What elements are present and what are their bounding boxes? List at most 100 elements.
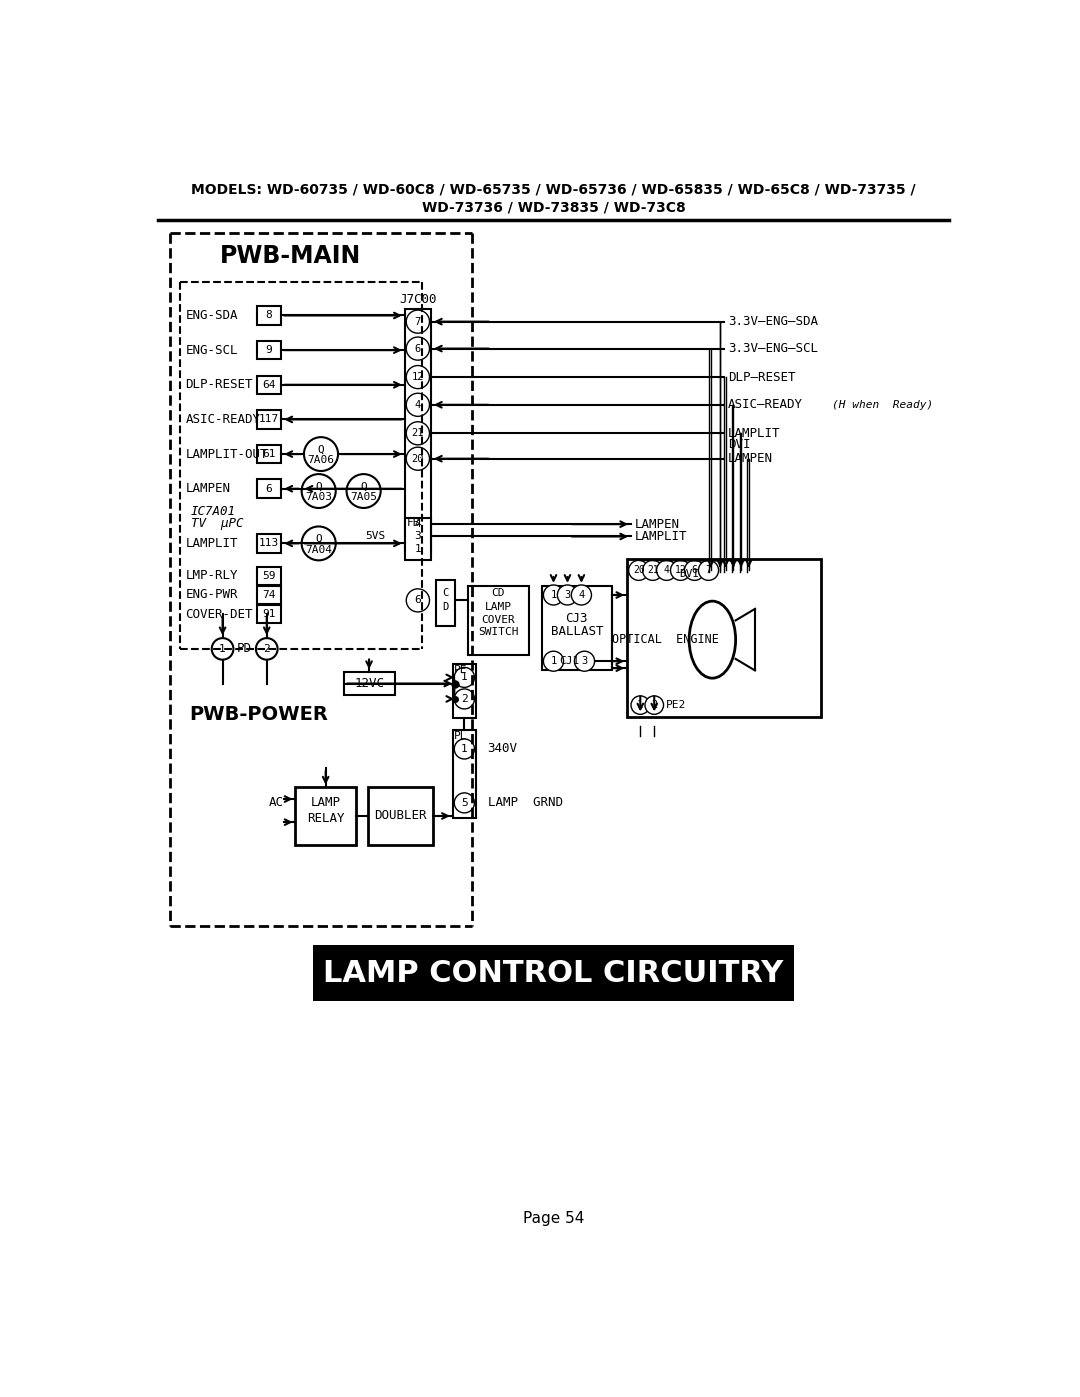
Text: AC: AC xyxy=(268,796,283,809)
Bar xyxy=(257,585,282,605)
Bar xyxy=(257,376,282,394)
Bar xyxy=(257,444,282,464)
Text: 6: 6 xyxy=(691,566,698,576)
Text: DVI: DVI xyxy=(728,439,751,451)
Text: CJ1: CJ1 xyxy=(558,657,579,666)
Text: LAMPLIT: LAMPLIT xyxy=(186,536,238,550)
Text: MODELS: WD-60735 / WD-60C8 / WD-65735 / WD-65736 / WD-65835 / WD-65C8 / WD-73735: MODELS: WD-60735 / WD-60C8 / WD-65735 / … xyxy=(191,182,916,196)
Text: 1: 1 xyxy=(461,745,468,754)
Bar xyxy=(405,309,431,553)
Text: 6: 6 xyxy=(266,483,272,493)
Text: DVI: DVI xyxy=(679,569,699,580)
Text: PD: PD xyxy=(237,643,252,655)
Ellipse shape xyxy=(689,601,735,678)
Bar xyxy=(542,585,611,671)
Circle shape xyxy=(406,337,430,360)
Circle shape xyxy=(455,793,474,813)
Text: 74: 74 xyxy=(262,590,275,599)
Text: PE2: PE2 xyxy=(666,700,686,710)
Bar xyxy=(313,946,794,1000)
Circle shape xyxy=(671,560,691,580)
Text: ENG-SDA: ENG-SDA xyxy=(186,309,238,321)
Text: 3: 3 xyxy=(581,657,588,666)
Text: 1: 1 xyxy=(415,543,421,553)
Text: 2: 2 xyxy=(651,700,658,710)
Text: DLP-RESET: DLP-RESET xyxy=(186,379,253,391)
Text: 21: 21 xyxy=(411,429,424,439)
Circle shape xyxy=(301,527,336,560)
Text: ENG-PWR: ENG-PWR xyxy=(186,588,238,602)
Bar xyxy=(257,411,282,429)
Text: 2: 2 xyxy=(264,644,270,654)
Text: 340V: 340V xyxy=(488,742,517,756)
Text: 64: 64 xyxy=(262,380,275,390)
Text: DLP–RESET: DLP–RESET xyxy=(728,370,795,384)
Text: 5: 5 xyxy=(461,798,468,807)
Text: 1: 1 xyxy=(461,672,468,682)
Circle shape xyxy=(212,638,233,659)
Text: 6: 6 xyxy=(415,344,421,353)
Text: LAMP: LAMP xyxy=(485,602,512,612)
Text: WD-73736 / WD-73835 / WD-73C8: WD-73736 / WD-73835 / WD-73C8 xyxy=(421,201,686,215)
Text: CJ3: CJ3 xyxy=(566,612,588,624)
Text: 3.3V–ENG–SDA: 3.3V–ENG–SDA xyxy=(728,316,818,328)
Text: ASIC–READY: ASIC–READY xyxy=(728,398,802,411)
Circle shape xyxy=(631,696,649,714)
Text: 4: 4 xyxy=(578,590,584,599)
Bar xyxy=(469,585,529,655)
Text: DOUBLER: DOUBLER xyxy=(374,809,427,823)
Circle shape xyxy=(571,585,592,605)
Text: LAMPLIT: LAMPLIT xyxy=(635,529,687,543)
Bar xyxy=(405,518,431,560)
Text: SWITCH: SWITCH xyxy=(478,627,518,637)
Circle shape xyxy=(629,560,649,580)
Circle shape xyxy=(301,474,336,509)
Bar xyxy=(257,534,282,553)
Text: LAMPLIT-OUT: LAMPLIT-OUT xyxy=(186,447,268,461)
Text: CD: CD xyxy=(491,588,505,598)
Bar xyxy=(257,567,282,585)
Circle shape xyxy=(406,447,430,471)
Text: 91: 91 xyxy=(262,609,275,619)
Text: 20: 20 xyxy=(633,566,645,576)
Text: 12: 12 xyxy=(411,372,424,383)
Text: 1: 1 xyxy=(551,657,556,666)
Text: 1: 1 xyxy=(551,590,556,599)
Text: 1: 1 xyxy=(219,644,226,654)
Text: RELAY: RELAY xyxy=(307,812,345,824)
Bar xyxy=(257,341,282,359)
Text: D: D xyxy=(442,602,448,612)
Text: 7A06: 7A06 xyxy=(308,455,335,465)
Text: FB: FB xyxy=(407,518,420,528)
Text: 4: 4 xyxy=(664,566,670,576)
Text: 2: 2 xyxy=(461,694,468,704)
Text: PWB-POWER: PWB-POWER xyxy=(189,705,328,724)
Bar xyxy=(627,559,821,717)
Circle shape xyxy=(406,422,430,444)
Bar xyxy=(296,788,356,845)
Circle shape xyxy=(543,651,564,671)
Text: 7A03: 7A03 xyxy=(306,492,333,502)
Bar xyxy=(435,580,455,626)
Circle shape xyxy=(657,560,677,580)
Text: LAMPEN: LAMPEN xyxy=(728,453,773,465)
Text: 21: 21 xyxy=(647,566,659,576)
Text: 61: 61 xyxy=(262,448,275,460)
Text: 4: 4 xyxy=(415,400,421,409)
Text: 117: 117 xyxy=(259,415,280,425)
Bar xyxy=(257,605,282,623)
Bar xyxy=(257,479,282,497)
Text: J7C00: J7C00 xyxy=(400,293,436,306)
Text: 3.3V–ENG–SCL: 3.3V–ENG–SCL xyxy=(728,342,818,355)
Text: LAMP: LAMP xyxy=(311,796,340,809)
Text: Q: Q xyxy=(315,482,322,492)
Text: 9: 9 xyxy=(266,345,272,355)
Circle shape xyxy=(543,585,564,605)
Bar xyxy=(367,788,433,845)
Text: LAMP  GRND: LAMP GRND xyxy=(488,796,563,809)
Circle shape xyxy=(406,310,430,334)
Text: COVER: COVER xyxy=(482,615,515,624)
Text: C: C xyxy=(442,588,448,598)
Text: 12VC: 12VC xyxy=(354,678,384,690)
Circle shape xyxy=(699,560,718,580)
